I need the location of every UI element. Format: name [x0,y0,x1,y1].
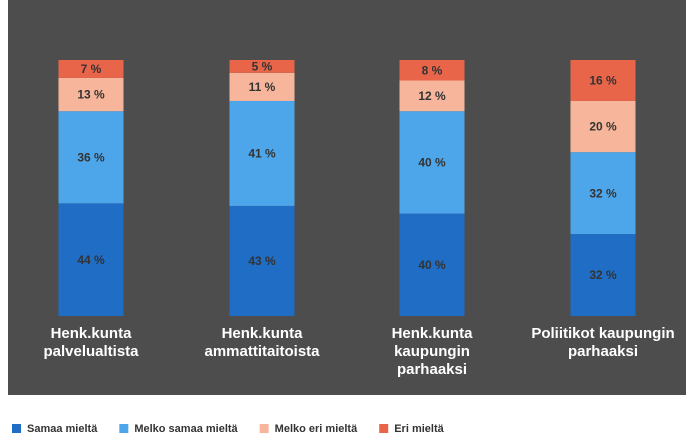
bar-segment [399,213,465,316]
bar-segment [570,152,636,235]
data-label: 5 % [252,60,273,74]
bar-segment [570,234,636,316]
data-label: 36 % [77,150,105,164]
bar-segment [399,111,465,214]
legend-swatch [379,424,389,433]
data-label: 43 % [248,254,276,268]
data-label: 7 % [81,62,102,76]
bar-segment [399,80,465,112]
x-tick-label: Henk.kunta palvelualtista [43,325,139,360]
x-tick-label: Henk.kunta kaupungin parhaaksi [391,325,473,378]
bar-segment [58,111,124,204]
bar-segment [229,72,295,101]
data-label: 44 % [77,253,105,267]
bar-segment [570,60,636,101]
legend-swatch [119,424,129,433]
x-tick-label: Poliitikot kaupungin parhaaksi [531,325,675,360]
data-label: 40 % [418,258,446,272]
legend-swatch [259,424,269,433]
bar-segment [58,203,124,316]
legend-label: Samaa mieltä [27,423,98,435]
data-label: 41 % [248,147,276,161]
bar-segment [58,60,124,78]
bar-segment [399,60,465,81]
data-label: 32 % [589,186,617,200]
bar-segment [570,100,636,153]
data-label: 12 % [418,89,446,103]
data-label: 13 % [77,88,105,102]
data-label: 16 % [589,74,617,88]
bar-segment [229,100,295,206]
bar-segment [229,60,295,73]
legend-label: Melko samaa mieltä [134,423,238,435]
data-label: 8 % [422,63,443,77]
data-label: 40 % [418,156,446,170]
legend-swatch [12,424,21,433]
data-label: 20 % [589,120,617,134]
data-label: 32 % [589,268,617,282]
bar-segment [58,77,124,112]
legend-label: Eri mieltä [394,423,444,435]
data-label: 11 % [249,80,276,94]
x-tick-label: Henk.kunta ammattitaitoista [204,325,320,360]
legend-label: Melko eri mieltä [275,423,358,435]
bar-segment [229,205,295,316]
